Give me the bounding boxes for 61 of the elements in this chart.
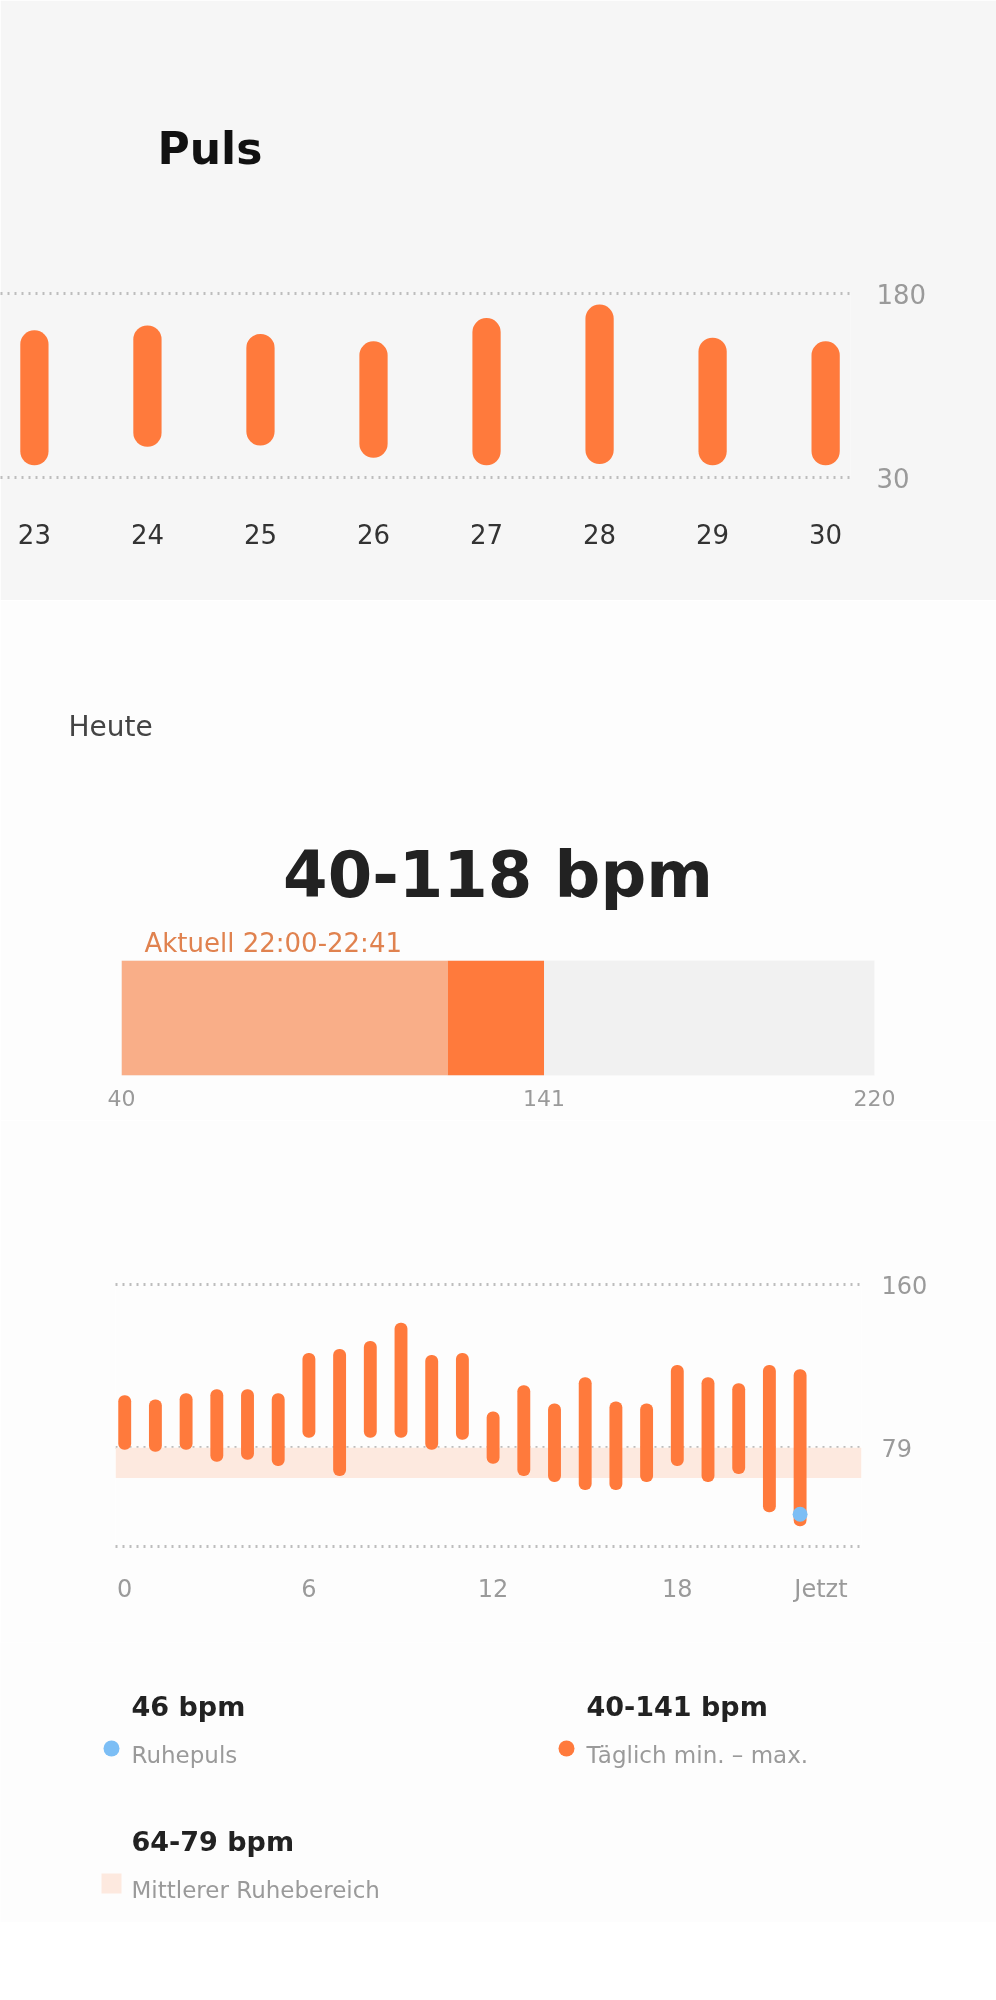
bar — [793, 1369, 807, 1527]
x-tick-label: 23 — [17, 519, 51, 550]
x-tick-label: 24 — [130, 519, 164, 550]
x-tick-label: 6 — [301, 1574, 317, 1603]
bar — [118, 1395, 132, 1450]
legend-label: Ruhepuls — [131, 1741, 238, 1768]
bar — [333, 1348, 347, 1476]
bar — [698, 337, 727, 466]
bar — [640, 1403, 654, 1483]
bar — [359, 341, 388, 458]
bar — [670, 1365, 684, 1466]
bar — [246, 333, 275, 446]
bar — [179, 1393, 193, 1450]
bar — [486, 1411, 500, 1464]
text: 64-79 bpm — [131, 1826, 295, 1857]
bar — [762, 1365, 776, 1513]
bar — [578, 1377, 592, 1491]
chart-subtitle: 40-118 bpm — [283, 837, 713, 912]
x-tick-label: 12 — [477, 1574, 509, 1603]
x-tick-label: Jetzt — [792, 1574, 848, 1603]
y-tick-label: 160 — [881, 1271, 928, 1300]
legend-label: Täglich min. – max. — [585, 1741, 809, 1768]
bar — [302, 1353, 316, 1438]
y-tick-label: 30 — [876, 463, 910, 494]
bar — [548, 1403, 561, 1483]
x-tick-label: 0 — [117, 1574, 133, 1603]
bar — [241, 1389, 254, 1460]
y-tick-label: 79 — [881, 1434, 913, 1463]
x-tick-label: 30 — [809, 519, 843, 550]
bar — [472, 318, 501, 466]
bar — [133, 325, 162, 447]
bar — [210, 1389, 224, 1462]
x-tick-label: 27 — [470, 519, 504, 550]
x-tick-label: 141 — [523, 1085, 566, 1111]
bar — [609, 1401, 623, 1491]
legend-label: Mittlerer Ruhebereich — [131, 1876, 380, 1903]
bar — [148, 1399, 162, 1452]
text: 46 bpm — [131, 1691, 246, 1722]
x-tick-label: 40 — [107, 1085, 136, 1111]
bar — [701, 1377, 715, 1483]
bar — [271, 1393, 285, 1466]
bar — [394, 1322, 408, 1438]
bar — [585, 304, 614, 465]
chart-title: Puls — [157, 122, 263, 174]
text: 40-141 bpm — [586, 1691, 768, 1722]
bar — [517, 1385, 531, 1476]
annotation: Aktuell 22:00-22:41 — [144, 927, 402, 958]
bar — [425, 1355, 439, 1450]
bar — [732, 1383, 746, 1474]
bar — [455, 1353, 469, 1440]
x-tick-label: 28 — [583, 519, 617, 550]
x-tick-label: 25 — [243, 519, 278, 550]
x-tick-label: 29 — [696, 519, 730, 550]
bar — [811, 341, 840, 466]
bar — [20, 330, 49, 466]
y-tick-label: 180 — [876, 279, 927, 310]
x-tick-label: 18 — [662, 1574, 693, 1603]
bar — [363, 1340, 377, 1438]
x-tick-label: 220 — [853, 1085, 896, 1111]
x-tick-label: 26 — [356, 519, 391, 550]
chart-title: Heute — [68, 709, 153, 743]
